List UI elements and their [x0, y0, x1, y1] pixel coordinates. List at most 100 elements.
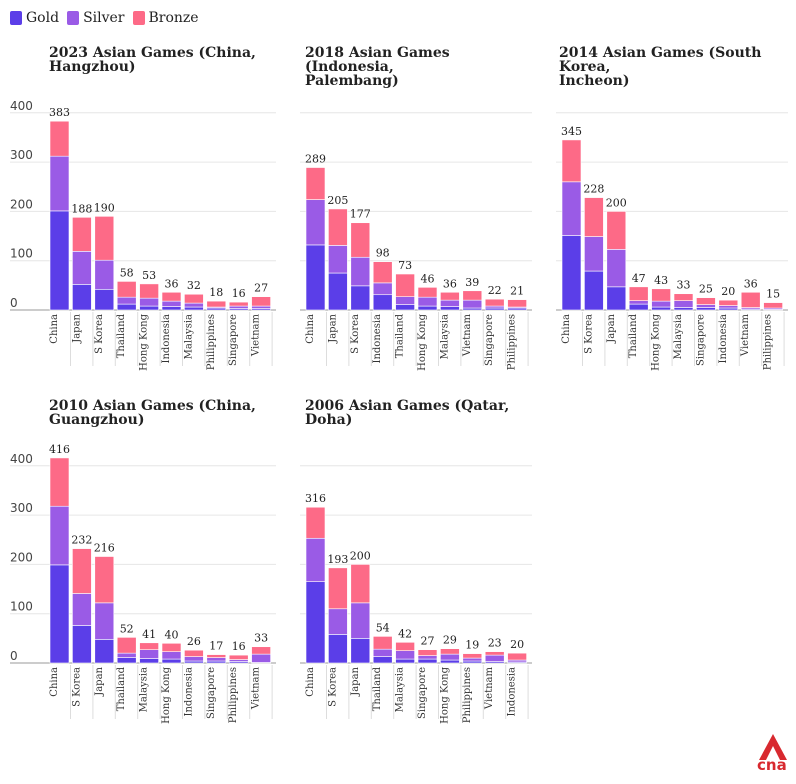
bar-bronze-china[interactable]: [305, 167, 326, 200]
bar-gold-malaysia[interactable]: [440, 306, 460, 311]
bar-silver-thailand[interactable]: [116, 296, 137, 305]
bar-silver-japan[interactable]: [72, 251, 92, 285]
bar-silver-indonesia[interactable]: [161, 300, 182, 307]
bar-gold-singapore[interactable]: [417, 658, 438, 664]
bar-gold-japan[interactable]: [94, 639, 115, 664]
bar-silver-singapore[interactable]: [696, 304, 716, 308]
bar-silver-indonesia[interactable]: [372, 282, 393, 296]
bar-bronze-vietnam[interactable]: [740, 291, 761, 308]
bar-gold-hong-kong[interactable]: [139, 305, 159, 311]
bar-silver-malaysia[interactable]: [673, 300, 694, 308]
bar-silver-hong-kong[interactable]: [651, 300, 671, 308]
bar-gold-china[interactable]: [305, 244, 326, 311]
bar-gold-hong-kong[interactable]: [417, 305, 438, 311]
bar-silver-s-korea[interactable]: [584, 236, 604, 272]
bar-silver-indonesia[interactable]: [184, 656, 204, 662]
bar-silver-vietnam[interactable]: [251, 305, 271, 309]
bar-gold-s-korea[interactable]: [72, 625, 92, 664]
bar-silver-china[interactable]: [561, 181, 582, 236]
bar-bronze-s-korea[interactable]: [94, 216, 115, 261]
bar-bronze-china[interactable]: [49, 457, 70, 507]
bar-gold-hong-kong[interactable]: [440, 659, 460, 664]
bar-gold-china[interactable]: [305, 581, 326, 664]
bar-bronze-malaysia[interactable]: [440, 291, 460, 301]
bar-bronze-philippines[interactable]: [228, 654, 249, 660]
bar-gold-china[interactable]: [49, 564, 70, 664]
bar-gold-japan[interactable]: [72, 284, 92, 311]
bar-silver-vietnam[interactable]: [484, 654, 505, 662]
bar-bronze-s-korea[interactable]: [72, 548, 92, 594]
bar-bronze-singapore[interactable]: [417, 649, 438, 656]
bar-gold-s-korea[interactable]: [584, 270, 604, 311]
bar-silver-s-korea[interactable]: [350, 256, 371, 287]
bar-bronze-thailand[interactable]: [395, 273, 415, 297]
legend-item-silver[interactable]: Silver: [67, 10, 125, 26]
bar-silver-malaysia[interactable]: [440, 299, 460, 307]
bar-gold-indonesia[interactable]: [372, 294, 393, 311]
bar-gold-thailand[interactable]: [628, 303, 649, 311]
bar-silver-singapore[interactable]: [417, 655, 438, 660]
bar-bronze-china[interactable]: [49, 120, 70, 157]
bar-bronze-japan[interactable]: [94, 556, 115, 604]
bar-bronze-hong-kong[interactable]: [651, 288, 671, 302]
bar-bronze-japan[interactable]: [350, 564, 371, 604]
bar-bronze-vietnam[interactable]: [251, 296, 271, 307]
bar-gold-malaysia[interactable]: [395, 658, 415, 664]
bar-bronze-philippines[interactable]: [507, 299, 527, 308]
bar-gold-japan[interactable]: [606, 286, 627, 311]
bar-bronze-indonesia[interactable]: [184, 649, 204, 657]
bar-bronze-china[interactable]: [305, 506, 326, 539]
bar-gold-indonesia[interactable]: [161, 306, 182, 311]
bar-bronze-philippines[interactable]: [206, 300, 227, 308]
bar-bronze-indonesia[interactable]: [718, 299, 739, 306]
bar-silver-indonesia[interactable]: [718, 305, 739, 309]
bar-bronze-philippines[interactable]: [763, 302, 783, 309]
bar-bronze-singapore[interactable]: [696, 297, 716, 305]
bar-gold-malaysia[interactable]: [139, 658, 159, 664]
bar-silver-singapore[interactable]: [228, 305, 249, 309]
bar-bronze-singapore[interactable]: [484, 298, 505, 307]
bar-bronze-hong-kong[interactable]: [161, 642, 182, 652]
bar-gold-s-korea[interactable]: [328, 634, 348, 664]
bar-bronze-malaysia[interactable]: [184, 293, 204, 304]
bar-silver-thailand[interactable]: [372, 648, 393, 657]
bar-bronze-indonesia[interactable]: [161, 291, 182, 302]
bar-gold-singapore[interactable]: [696, 307, 716, 311]
bar-gold-china[interactable]: [49, 210, 70, 311]
bar-silver-japan[interactable]: [94, 602, 115, 640]
bar-silver-china[interactable]: [49, 155, 70, 212]
bar-silver-thailand[interactable]: [628, 300, 649, 305]
bar-bronze-japan[interactable]: [606, 211, 627, 250]
bar-bronze-japan[interactable]: [328, 208, 348, 246]
bar-gold-hong-kong[interactable]: [161, 658, 182, 664]
bar-bronze-s-korea[interactable]: [328, 567, 348, 610]
bar-silver-s-korea[interactable]: [72, 593, 92, 626]
bar-bronze-s-korea[interactable]: [350, 222, 371, 258]
bar-gold-malaysia[interactable]: [673, 307, 694, 311]
bar-bronze-singapore[interactable]: [228, 301, 249, 307]
bar-gold-s-korea[interactable]: [94, 288, 115, 311]
bar-silver-s-korea[interactable]: [94, 259, 115, 290]
bar-silver-hong-kong[interactable]: [440, 653, 460, 661]
bar-bronze-malaysia[interactable]: [673, 293, 694, 301]
bar-bronze-philippines[interactable]: [462, 653, 483, 659]
bar-bronze-singapore[interactable]: [206, 654, 227, 658]
bar-silver-malaysia[interactable]: [139, 649, 159, 659]
bar-bronze-thailand[interactable]: [628, 286, 649, 301]
bar-gold-malaysia[interactable]: [184, 306, 204, 311]
bar-silver-china[interactable]: [49, 505, 70, 566]
bar-gold-thailand[interactable]: [395, 304, 415, 311]
bar-bronze-hong-kong[interactable]: [417, 287, 438, 298]
bar-silver-singapore[interactable]: [206, 657, 227, 662]
bar-bronze-thailand[interactable]: [116, 281, 137, 298]
bar-silver-japan[interactable]: [328, 245, 348, 274]
bar-bronze-china[interactable]: [561, 139, 582, 183]
bar-bronze-thailand[interactable]: [372, 636, 393, 650]
legend-item-gold[interactable]: Gold: [10, 10, 59, 26]
bar-gold-thailand[interactable]: [116, 303, 137, 311]
bar-bronze-malaysia[interactable]: [139, 642, 159, 650]
bar-silver-japan[interactable]: [350, 602, 371, 639]
bar-silver-hong-kong[interactable]: [417, 296, 438, 307]
bar-gold-s-korea[interactable]: [350, 285, 371, 311]
bar-silver-japan[interactable]: [606, 249, 627, 288]
